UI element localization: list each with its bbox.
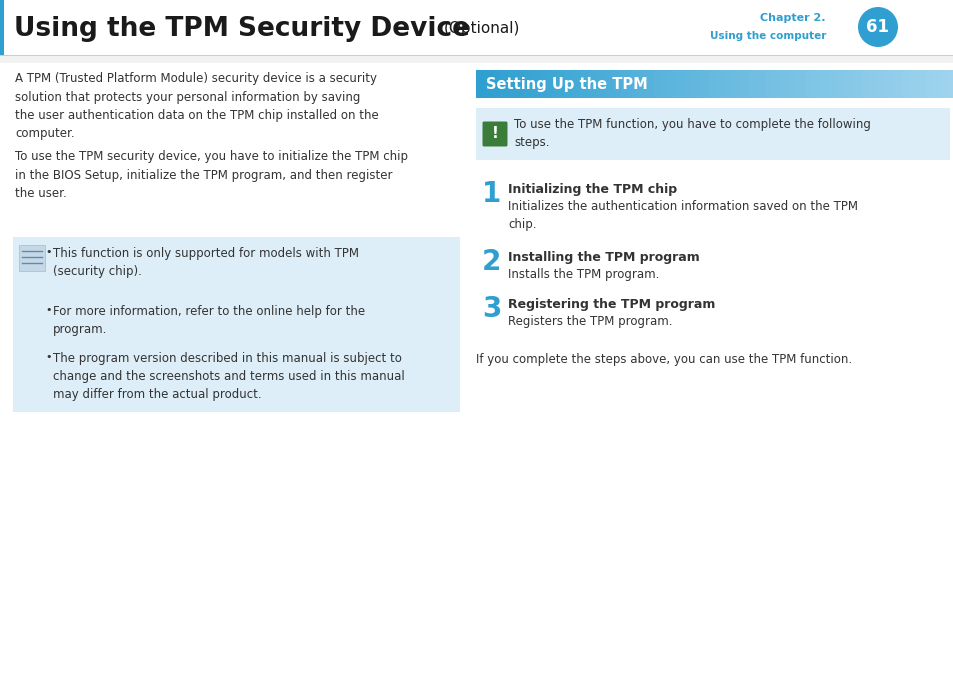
Text: Installs the TPM program.: Installs the TPM program. (507, 268, 659, 281)
Bar (499, 70, 509, 98)
Bar (821, 70, 829, 98)
Text: Registering the TPM program: Registering the TPM program (507, 298, 715, 311)
Bar (476, 70, 484, 98)
Text: This function is only supported for models with TPM
(security chip).: This function is only supported for mode… (53, 247, 358, 278)
Bar (532, 70, 540, 98)
Bar (893, 70, 902, 98)
Text: A TPM (Trusted Platform Module) security device is a security
solution that prot: A TPM (Trusted Platform Module) security… (15, 72, 378, 141)
Bar (813, 70, 821, 98)
Text: Chapter 2.: Chapter 2. (760, 13, 825, 23)
Text: The program version described in this manual is subject to
change and the screen: The program version described in this ma… (53, 352, 404, 401)
Bar (668, 70, 677, 98)
Bar (909, 70, 918, 98)
Text: Registers the TPM program.: Registers the TPM program. (507, 315, 672, 328)
FancyBboxPatch shape (482, 121, 507, 146)
Bar (548, 70, 557, 98)
Bar (773, 70, 781, 98)
Text: •: • (45, 305, 51, 315)
Bar (476, 108, 949, 160)
Bar (676, 70, 685, 98)
Text: Initializes the authentication information saved on the TPM
chip.: Initializes the authentication informati… (507, 200, 857, 231)
Bar (572, 70, 580, 98)
Bar (877, 70, 885, 98)
Bar (717, 70, 725, 98)
Text: Installing the TPM program: Installing the TPM program (507, 251, 699, 264)
Text: •: • (45, 247, 51, 257)
Bar (828, 70, 838, 98)
Bar (652, 70, 661, 98)
Bar (700, 70, 709, 98)
Bar (588, 70, 597, 98)
Bar (724, 70, 733, 98)
Bar (804, 70, 814, 98)
Bar (0, 0, 953, 55)
Bar (757, 70, 765, 98)
Bar (764, 70, 773, 98)
Bar (861, 70, 870, 98)
Bar (579, 70, 589, 98)
Bar (732, 70, 741, 98)
Bar (660, 70, 669, 98)
Text: Using the TPM Security Device: Using the TPM Security Device (14, 16, 470, 41)
Bar (604, 70, 613, 98)
Text: Initializing the TPM chip: Initializing the TPM chip (507, 183, 677, 196)
Bar (844, 70, 854, 98)
Bar (0, 55, 953, 63)
Bar (492, 70, 500, 98)
Bar (692, 70, 701, 98)
Text: 3: 3 (481, 295, 501, 323)
Bar (925, 70, 934, 98)
Bar (628, 70, 637, 98)
Bar (13, 237, 459, 412)
Bar (636, 70, 645, 98)
Bar (781, 70, 789, 98)
Text: Setting Up the TPM: Setting Up the TPM (485, 77, 647, 93)
Text: 2: 2 (481, 248, 501, 276)
Bar (556, 70, 564, 98)
Bar (19, 245, 45, 271)
Text: 61: 61 (865, 18, 888, 36)
Bar (523, 70, 533, 98)
Bar (933, 70, 942, 98)
Text: For more information, refer to the online help for the
program.: For more information, refer to the onlin… (53, 305, 365, 336)
Bar (917, 70, 925, 98)
Bar (564, 70, 573, 98)
Bar (788, 70, 798, 98)
Text: !: ! (491, 127, 497, 141)
Bar (612, 70, 620, 98)
Bar (539, 70, 549, 98)
Text: Using the computer: Using the computer (709, 31, 825, 41)
Bar (797, 70, 805, 98)
Text: 1: 1 (481, 180, 500, 208)
Bar (516, 70, 524, 98)
Bar (941, 70, 950, 98)
Bar (853, 70, 862, 98)
Text: To use the TPM security device, you have to initialize the TPM chip
in the BIOS : To use the TPM security device, you have… (15, 150, 408, 200)
Bar (748, 70, 758, 98)
Bar (508, 70, 517, 98)
Bar (596, 70, 605, 98)
Bar (708, 70, 717, 98)
Bar (620, 70, 629, 98)
Bar (869, 70, 878, 98)
Bar (0, 0, 4, 55)
Bar (740, 70, 749, 98)
Circle shape (857, 7, 897, 47)
Text: To use the TPM function, you have to complete the following
steps.: To use the TPM function, you have to com… (514, 118, 870, 149)
Bar (483, 70, 493, 98)
Bar (837, 70, 845, 98)
Text: If you complete the steps above, you can use the TPM function.: If you complete the steps above, you can… (476, 353, 851, 366)
Bar (644, 70, 653, 98)
Bar (949, 70, 953, 98)
Bar (684, 70, 693, 98)
Bar (884, 70, 894, 98)
Text: (Optional): (Optional) (443, 21, 519, 36)
Text: •: • (45, 352, 51, 362)
Bar (901, 70, 910, 98)
